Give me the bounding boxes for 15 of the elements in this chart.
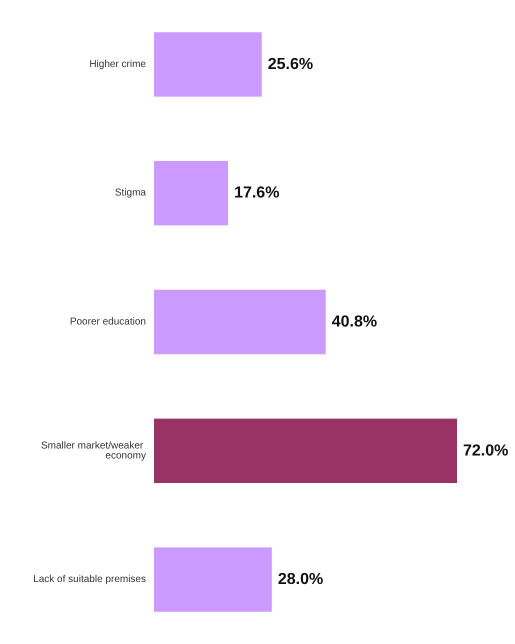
y-tick-label: Higher crime [89, 58, 146, 70]
bar [154, 290, 326, 354]
bar [154, 32, 262, 97]
y-tick-label: Lack of suitable premises [33, 574, 146, 586]
data-label: 72.0% [463, 442, 508, 460]
data-label: 25.6% [268, 56, 314, 73]
bar [154, 547, 272, 612]
y-tick-label: Smaller market/weaker economy [40, 440, 146, 462]
data-label: 17.6% [234, 184, 280, 202]
data-label: 40.8% [332, 314, 378, 330]
data-label: 28.0% [278, 571, 324, 588]
y-tick-label: Poorer education [70, 316, 146, 328]
y-tick-label: Stigma [114, 188, 146, 199]
bar [154, 161, 228, 226]
bar [154, 418, 457, 483]
